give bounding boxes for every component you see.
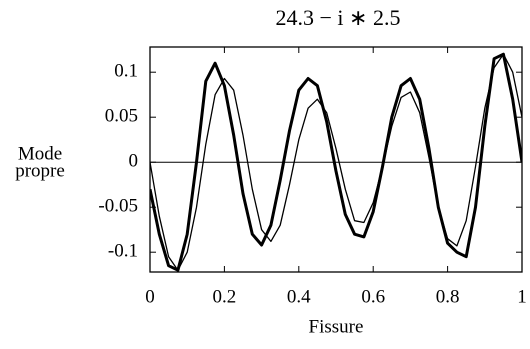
x-tick-label: 0.4 xyxy=(287,286,311,307)
y-tick-label: 0.05 xyxy=(105,106,138,127)
x-tick-label: 0.8 xyxy=(436,286,460,307)
y-tick-label: -0.05 xyxy=(98,196,138,217)
data-line xyxy=(150,52,522,272)
chart-title: 24.3 − i ∗ 2.5 xyxy=(276,5,401,30)
x-tick-label: 0 xyxy=(145,286,155,307)
y-tick-label: 0 xyxy=(129,151,139,172)
x-axis-label: Fissure xyxy=(309,316,364,337)
y-axis-label: propre xyxy=(15,160,65,181)
data-line xyxy=(150,53,522,271)
plot-area xyxy=(150,52,522,272)
y-axis-label: Mode xyxy=(18,143,62,164)
x-tick-label: 1 xyxy=(517,286,527,307)
x-tick-label: 0.2 xyxy=(213,286,237,307)
y-tick-label: 0.1 xyxy=(114,61,138,82)
y-tick-label: -0.1 xyxy=(108,241,138,262)
x-tick-label: 0.6 xyxy=(361,286,385,307)
